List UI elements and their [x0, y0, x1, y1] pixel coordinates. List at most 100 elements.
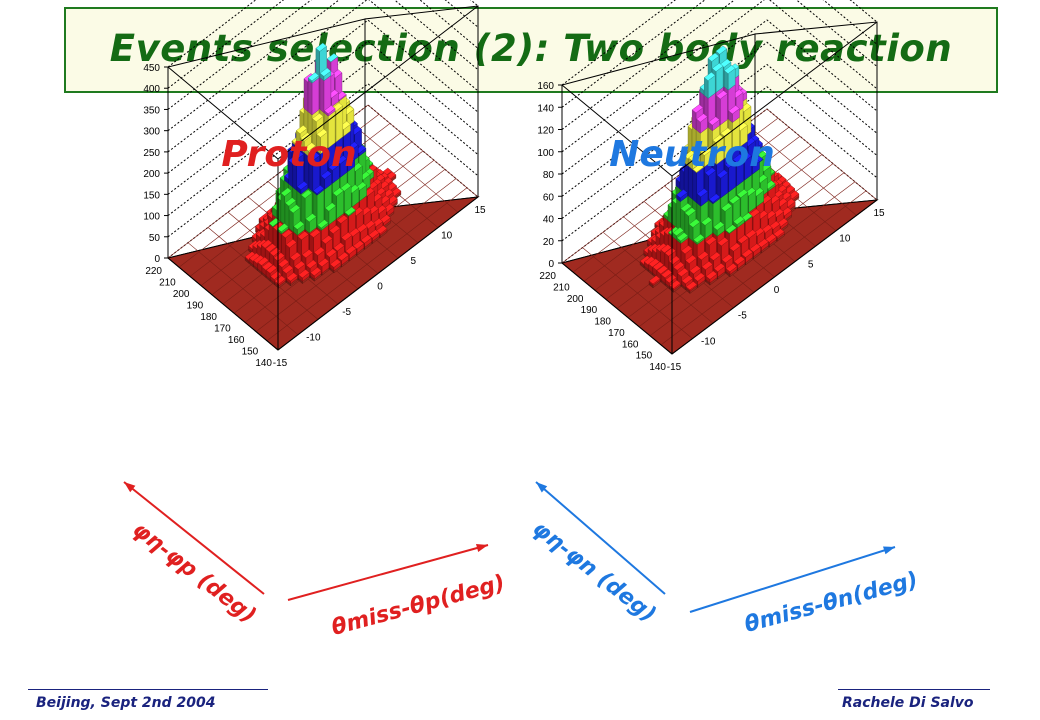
bar-side — [276, 196, 281, 222]
x-tick-label: 15 — [474, 205, 486, 216]
bar-top — [316, 128, 328, 138]
y-tick-label: 190 — [187, 301, 204, 312]
x-tick-label: -5 — [738, 311, 747, 322]
bar-top — [300, 189, 313, 199]
x-tick-label: -15 — [273, 358, 288, 369]
bar-top — [296, 181, 309, 190]
z-tick-label: 40 — [543, 215, 555, 226]
bar-top — [313, 246, 326, 256]
floor-grid — [766, 108, 878, 201]
bar-top — [317, 257, 330, 267]
bar-top — [711, 62, 724, 72]
bar-top — [696, 113, 708, 123]
bar-top — [340, 182, 352, 192]
bar-top — [310, 267, 322, 277]
y-tick-label: 200 — [173, 289, 190, 300]
y-tick-label: 180 — [200, 312, 217, 323]
bar-top — [732, 153, 745, 163]
title-box: Events selection (2): Two body reaction — [64, 7, 998, 93]
grid-line — [561, 0, 878, 86]
x-axis-label: θmiss-θn(deg) — [742, 568, 921, 638]
box-bottom-front — [167, 196, 479, 351]
x-tick-label: 10 — [839, 234, 851, 245]
z-tick-label: 350 — [143, 105, 160, 116]
chart-title: Neutron — [609, 134, 775, 175]
bar-top — [319, 67, 332, 77]
footer-left-rule — [28, 689, 268, 690]
floor-grid — [367, 104, 479, 198]
x-axis-arrow-head — [883, 546, 895, 555]
bar-top — [335, 155, 348, 165]
footer-left-text: Beijing, Sept 2nd 2004 — [36, 695, 216, 711]
bar-top — [315, 42, 327, 52]
y-axis-arrow — [123, 481, 265, 595]
bar-top — [274, 275, 286, 285]
y-tick-label: 200 — [567, 294, 584, 305]
bar-top — [716, 90, 728, 100]
z-tick-label: 20 — [543, 237, 555, 248]
bar-top — [277, 258, 290, 268]
y-tick-label: 190 — [581, 305, 598, 316]
z-tick-label: 100 — [537, 148, 554, 159]
bar-top — [285, 239, 297, 248]
bar-side — [308, 79, 313, 116]
bar-side — [280, 192, 285, 226]
y-axis-arrow-head — [124, 482, 136, 493]
bar-top — [345, 245, 357, 255]
bar-side — [716, 174, 721, 199]
bar-top — [326, 53, 339, 63]
bar-top — [312, 184, 325, 194]
y-tick-label: 220 — [539, 271, 556, 282]
bar-top — [307, 72, 320, 82]
chart-title: Proton — [221, 134, 356, 175]
y-tick-label: 170 — [214, 324, 231, 335]
z-tick-label: 50 — [149, 233, 161, 244]
bar-top — [305, 213, 317, 223]
grid-line — [561, 0, 878, 153]
x-tick-label: -5 — [342, 307, 351, 318]
x-tick-label: 5 — [411, 256, 417, 267]
bar-top — [340, 231, 353, 241]
grid-line — [561, 0, 878, 108]
bar-face — [311, 77, 320, 116]
bar-top — [280, 187, 292, 197]
floor-grid — [746, 124, 857, 216]
bar-top — [308, 152, 321, 162]
bar-top — [321, 235, 333, 245]
x-axis-arrow-head — [476, 544, 488, 552]
bar-top — [289, 204, 301, 214]
grid-line — [561, 63, 878, 219]
bar-top — [368, 229, 380, 239]
bar-top — [344, 206, 356, 216]
y-axis-label: φη-φp (deg) — [128, 517, 261, 629]
bar-top — [724, 159, 737, 169]
x-tick-label: 5 — [808, 259, 814, 270]
y-tick-label: 160 — [622, 339, 639, 350]
bar-top — [305, 259, 318, 269]
y-tick-label: 150 — [242, 347, 259, 358]
bar-top — [273, 252, 286, 262]
bar-top — [337, 251, 349, 261]
bar-top — [320, 170, 332, 180]
bar-top — [297, 231, 309, 241]
bar-top — [773, 228, 785, 238]
bar-top — [312, 113, 324, 122]
bar-side — [724, 70, 729, 91]
floor-grid — [347, 120, 459, 213]
bar-top — [282, 264, 294, 274]
grid-line — [561, 0, 878, 130]
bar-top — [691, 104, 704, 114]
x-tick-label: -10 — [701, 336, 716, 347]
x-tick-label: -15 — [667, 362, 682, 373]
y-tick-label: 220 — [145, 266, 162, 277]
chart-neutron: 020406080100120140160-15-10-505101514015… — [528, 0, 921, 638]
z-tick-label: 0 — [154, 254, 160, 265]
bar-top — [712, 134, 725, 144]
x-tick-label: 0 — [377, 282, 383, 293]
z-tick-label: 400 — [143, 84, 160, 95]
bar-side — [676, 198, 681, 232]
x-tick-label: -10 — [306, 333, 321, 344]
y-tick-label: 210 — [553, 282, 570, 293]
z-tick-label: 0 — [548, 259, 554, 270]
bar-top — [329, 224, 341, 234]
